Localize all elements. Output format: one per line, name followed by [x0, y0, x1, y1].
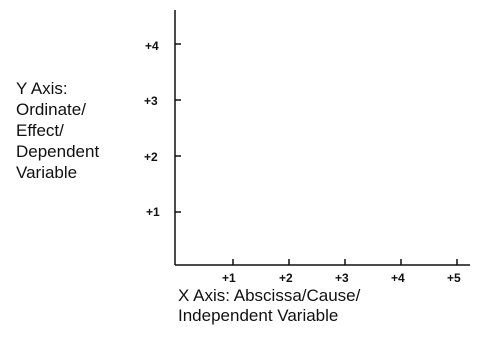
- y-axis-title-line: Variable: [16, 163, 78, 182]
- y-axis-title-line: Effect/: [16, 121, 64, 140]
- y-tick-label: +2: [144, 150, 158, 164]
- y-tick-label: +4: [145, 39, 159, 53]
- x-axis-title: X Axis: Abscissa/Cause/ Independent Vari…: [178, 286, 360, 326]
- x-axis-title-line: X Axis: Abscissa/Cause/: [178, 286, 361, 305]
- x-tick-label: +5: [447, 271, 461, 285]
- y-axis-title-line: Y Axis:: [16, 79, 68, 98]
- x-tick-label: +2: [279, 271, 293, 285]
- y-axis-title-line: Dependent: [16, 142, 100, 161]
- y-axis-title: Y Axis: Ordinate/ Effect/ Dependent Vari…: [16, 78, 99, 183]
- y-axis-title-line: Ordinate/: [16, 100, 86, 119]
- x-axis-title-line: Independent Variable: [178, 306, 339, 325]
- x-tick-label: +1: [222, 271, 236, 285]
- x-tick-label: +3: [335, 271, 349, 285]
- x-tick-label: +4: [391, 271, 405, 285]
- y-tick-label: +1: [146, 205, 160, 219]
- y-tick-label: +3: [144, 94, 158, 108]
